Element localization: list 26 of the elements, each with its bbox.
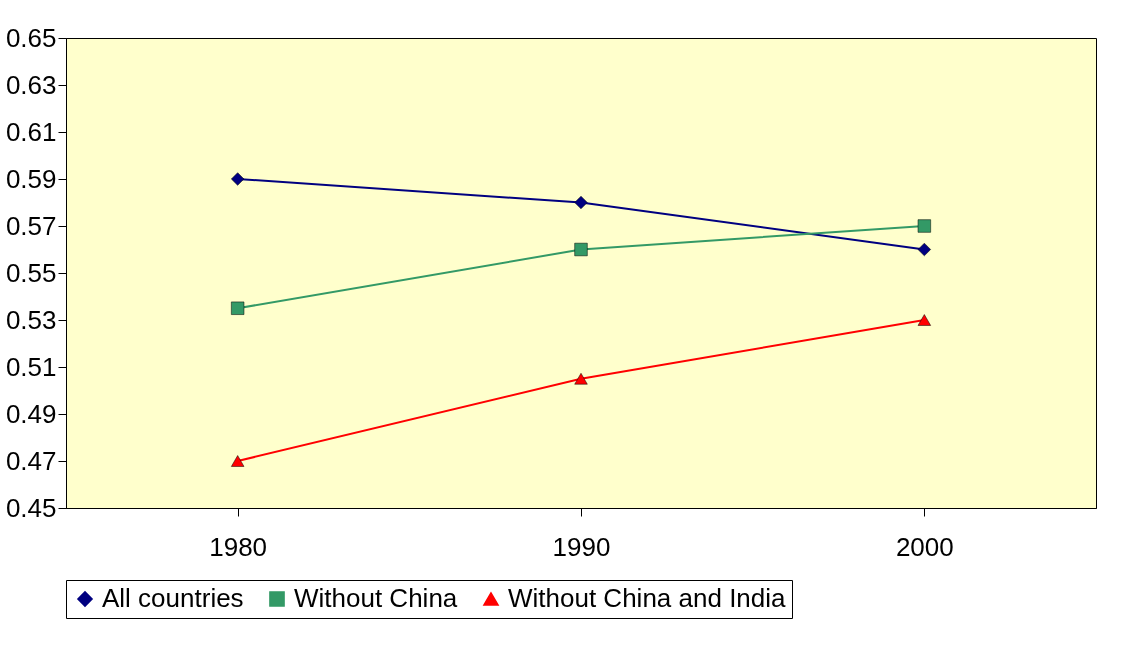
y-tick-label: 0.45 — [5, 492, 57, 523]
legend-label: All countries — [102, 583, 244, 613]
point — [231, 455, 245, 467]
y-tick-label: 0.59 — [5, 163, 57, 194]
y-tick-label: 0.49 — [5, 398, 57, 429]
point — [917, 219, 931, 233]
point — [231, 172, 245, 186]
y-tick-label: 0.47 — [5, 445, 57, 476]
y-tick-label: 0.61 — [5, 116, 57, 147]
y-tick-label: 0.65 — [5, 22, 57, 53]
x-tick-label: 1990 — [552, 531, 611, 562]
legend-label: Without China and India — [508, 583, 787, 613]
point — [917, 242, 931, 257]
legend-label: Without China — [294, 583, 458, 613]
y-tick-label: 0.57 — [5, 210, 57, 241]
x-tick-label: 1980 — [209, 531, 268, 562]
x-tick-label: 2000 — [895, 531, 954, 562]
y-tick-label: 0.51 — [5, 351, 57, 382]
point — [231, 301, 245, 315]
point — [574, 242, 588, 257]
point — [574, 195, 588, 210]
y-tick-label: 0.55 — [5, 257, 57, 288]
y-tick-label: 0.53 — [5, 304, 57, 335]
point — [917, 314, 931, 326]
y-tick-label: 0.63 — [5, 69, 57, 100]
point — [574, 373, 588, 385]
